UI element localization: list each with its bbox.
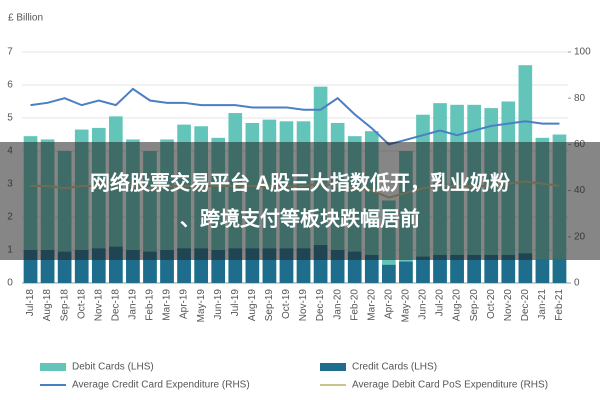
line [30, 87, 560, 146]
x-tick-label: Oct-20 [486, 289, 497, 319]
x-tick-label: Feb-21 [554, 289, 565, 321]
legend-label: Debit Cards (LHS) [72, 362, 154, 373]
legend-label: Credit Cards (LHS) [352, 362, 437, 373]
x-tick-label: Sep-19 [264, 289, 275, 322]
x-tick-label: Jul-18 [25, 289, 36, 317]
bar [518, 253, 533, 283]
banner: 网络股票交易平台 A股三大指数低开，乳业奶粉、跨境支付等板块跌幅居前 [0, 142, 600, 260]
x-tick-label: Nov-20 [503, 289, 514, 322]
x-tick-label: Feb-19 [145, 289, 156, 321]
bar [552, 259, 567, 283]
y2-tick-label: 80 [574, 93, 586, 104]
x-tick-label: Nov-19 [298, 289, 309, 322]
y-tick-label: 7 [7, 47, 13, 58]
legend-label: Average Debit Card PoS Expenditure (RHS) [352, 380, 548, 391]
x-tick-label: Jun-20 [418, 289, 429, 320]
x-tick-label: Dec-18 [110, 289, 121, 322]
y-tick-label: 0 [7, 278, 13, 289]
bar [399, 261, 413, 283]
legend-label: Average Credit Card Expenditure (RHS) [72, 380, 250, 391]
x-tick-label: Mar-19 [162, 289, 173, 321]
bar [364, 254, 379, 283]
x-tick-label: Oct-19 [281, 289, 292, 319]
x-tick-label: Sep-20 [469, 289, 480, 322]
banner-text: 网络股票交易平台 A股三大指数低开，乳业奶粉 [90, 170, 510, 194]
x-tick-label: Jan-20 [332, 289, 343, 320]
banner-text: 、跨境支付等板块跌幅居前 [180, 206, 420, 230]
bar [484, 254, 499, 283]
x-tick-label: Aug-19 [247, 289, 258, 322]
y-tick-label: 5 [7, 113, 13, 124]
legend-swatch [40, 363, 66, 371]
bar [535, 259, 550, 283]
x-tick-label: Jul-19 [230, 289, 241, 317]
y-axis-label: £ Billion [8, 13, 43, 24]
y-tick-label: 6 [7, 80, 13, 91]
y2-tick-label: 100 [574, 47, 591, 58]
x-tick-label: Nov-18 [93, 289, 104, 322]
banner-background [0, 142, 600, 260]
bar [467, 254, 481, 283]
x-tick-label: Sep-18 [59, 289, 70, 322]
x-tick-label: Jul-20 [435, 289, 446, 317]
x-tick-label: May-20 [401, 289, 412, 323]
x-tick-label: Dec-20 [520, 289, 531, 322]
x-tick-label: Jan-21 [537, 289, 548, 320]
x-tick-label: Aug-18 [42, 289, 53, 322]
bar [433, 254, 447, 283]
x-tick-label: Mar-20 [366, 289, 377, 321]
bar [450, 254, 464, 283]
bar [416, 256, 430, 283]
x-tick-label: Apr-19 [179, 289, 190, 319]
x-tick-label: Apr-20 [383, 289, 394, 319]
legend-swatch [320, 363, 346, 371]
y2-tick-label: 0 [574, 278, 580, 289]
x-tick-label: Oct-18 [76, 289, 87, 319]
bar [382, 264, 396, 283]
x-tick-label: Dec-19 [315, 289, 326, 322]
x-tick-label: May-19 [196, 289, 207, 323]
x-tick-label: Aug-20 [452, 289, 463, 322]
x-tick-label: Jan-19 [128, 289, 139, 320]
bar [501, 254, 516, 283]
x-tick-label: Jun-19 [213, 289, 224, 320]
x-tick-label: Feb-20 [349, 289, 360, 321]
